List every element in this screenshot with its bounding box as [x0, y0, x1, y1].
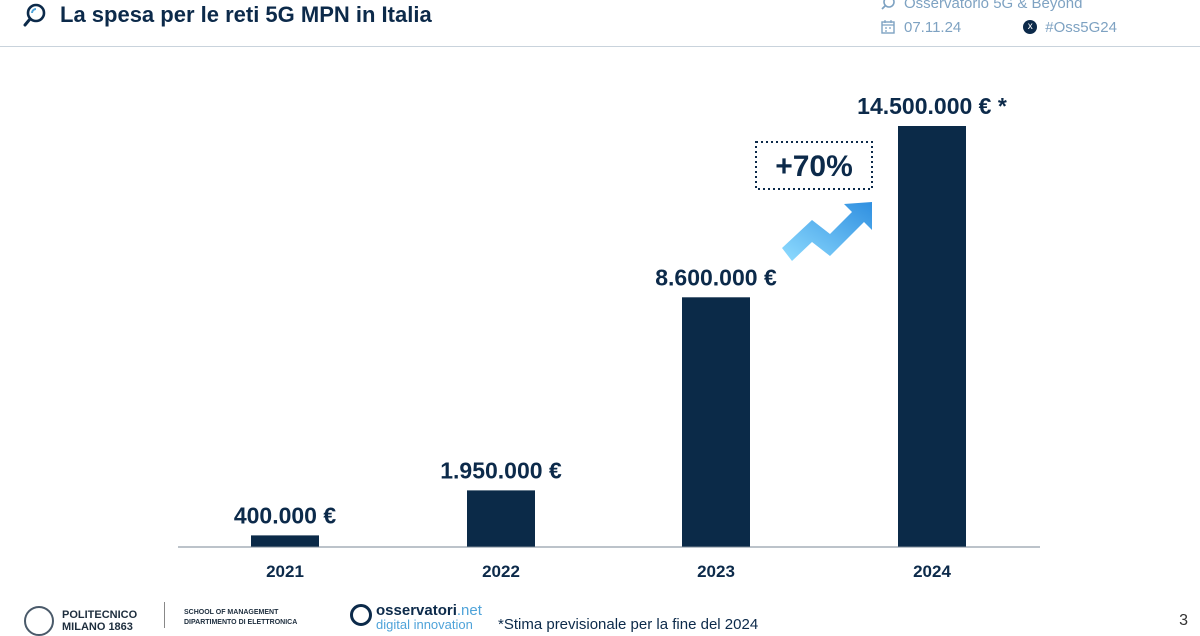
politecnico-seal-icon — [24, 606, 54, 636]
page-title: La spesa per le reti 5G MPN in Italia — [60, 2, 432, 27]
calendar-icon — [881, 20, 895, 34]
trend-arrow-icon — [782, 202, 872, 261]
observatory-name: Osservatorio 5G & Beyond — [904, 0, 1083, 12]
event-hashtag[interactable]: #Oss5G24 — [1045, 18, 1117, 36]
growth-annotation: +70% — [755, 141, 873, 261]
x-tick-2021: 2021 — [266, 562, 304, 581]
observatory-icon — [881, 0, 895, 10]
growth-label: +70% — [775, 150, 853, 183]
value-label-2024: 14.500.000 € * — [857, 93, 1007, 119]
osservatori-subtitle: digital innovation — [376, 617, 473, 632]
growth-box — [755, 141, 873, 190]
title-row: La spesa per le reti 5G MPN in Italia — [22, 0, 432, 30]
footer: POLITECNICO MILANO 1863 SCHOOL OF MANAGE… — [0, 600, 1200, 636]
bar-2022 — [467, 490, 535, 547]
page-number: 3 — [1179, 612, 1188, 629]
meta-date-hashtag: 07.11.24 x #Oss5G24 — [880, 16, 1140, 38]
politecnico-logo: POLITECNICO MILANO 1863 — [24, 606, 137, 636]
value-label-2021: 400.000 € — [234, 502, 337, 528]
school-logo: SCHOOL OF MANAGEMENT DIPARTIMENTO DI ELE… — [184, 608, 297, 628]
value-label-2022: 1.950.000 € — [440, 457, 562, 483]
osservatori-ring-icon — [350, 604, 372, 626]
x-tick-2023: 2023 — [697, 562, 735, 581]
osservatori-brand: osservatori — [376, 602, 457, 619]
osservatori-brand-suffix: .net — [456, 602, 482, 619]
politecnico-name: POLITECNICO — [62, 609, 138, 621]
school-line-2: DIPARTIMENTO DI ELETTRONICA — [184, 619, 298, 626]
footer-separator — [164, 602, 165, 628]
magnifier-chat-icon — [23, 3, 46, 27]
bar-2024 — [898, 126, 966, 547]
event-date: 07.11.24 — [904, 18, 962, 36]
osservatori-logo: osservatori.net digital innovation — [350, 602, 482, 632]
x-logo-icon: x — [1023, 20, 1038, 34]
bars-layer: 400.000 € 2021 1.950.000 € 2022 8.600.000 € 2… — [234, 93, 1007, 581]
school-line-1: SCHOOL OF MANAGEMENT — [184, 609, 279, 616]
value-label-2023: 8.600.000 € — [655, 264, 777, 290]
footnote: *Stima previsionale per la fine del 2024 — [498, 616, 759, 633]
meta-observatory: Osservatorio 5G & Beyond — [880, 0, 1140, 14]
politecnico-city: MILANO 1863 — [62, 621, 133, 633]
bar-2021 — [251, 535, 319, 547]
bar-2023 — [682, 297, 750, 547]
x-tick-2022: 2022 — [482, 562, 520, 581]
x-tick-2024: 2024 — [913, 562, 951, 581]
header-divider — [0, 46, 1200, 47]
header-meta: Osservatorio 5G & Beyond 07.11.24 x #Oss… — [880, 0, 1140, 38]
bar-chart: 400.000 € 2021 1.950.000 € 2022 8.600.000 € 2… — [178, 93, 1040, 581]
